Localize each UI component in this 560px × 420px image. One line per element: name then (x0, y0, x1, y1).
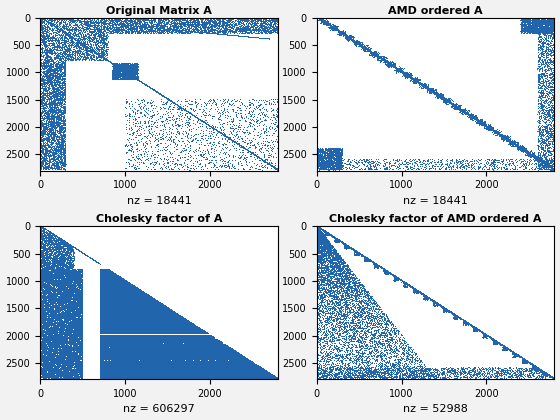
Title: Cholesky factor of AMD ordered A: Cholesky factor of AMD ordered A (329, 214, 542, 224)
Title: Original Matrix A: Original Matrix A (106, 5, 212, 16)
X-axis label: nz = 606297: nz = 606297 (123, 404, 195, 415)
X-axis label: nz = 18441: nz = 18441 (403, 196, 468, 206)
X-axis label: nz = 52988: nz = 52988 (403, 404, 468, 415)
Title: Cholesky factor of A: Cholesky factor of A (96, 214, 222, 224)
Title: AMD ordered A: AMD ordered A (388, 5, 483, 16)
X-axis label: nz = 18441: nz = 18441 (127, 196, 192, 206)
